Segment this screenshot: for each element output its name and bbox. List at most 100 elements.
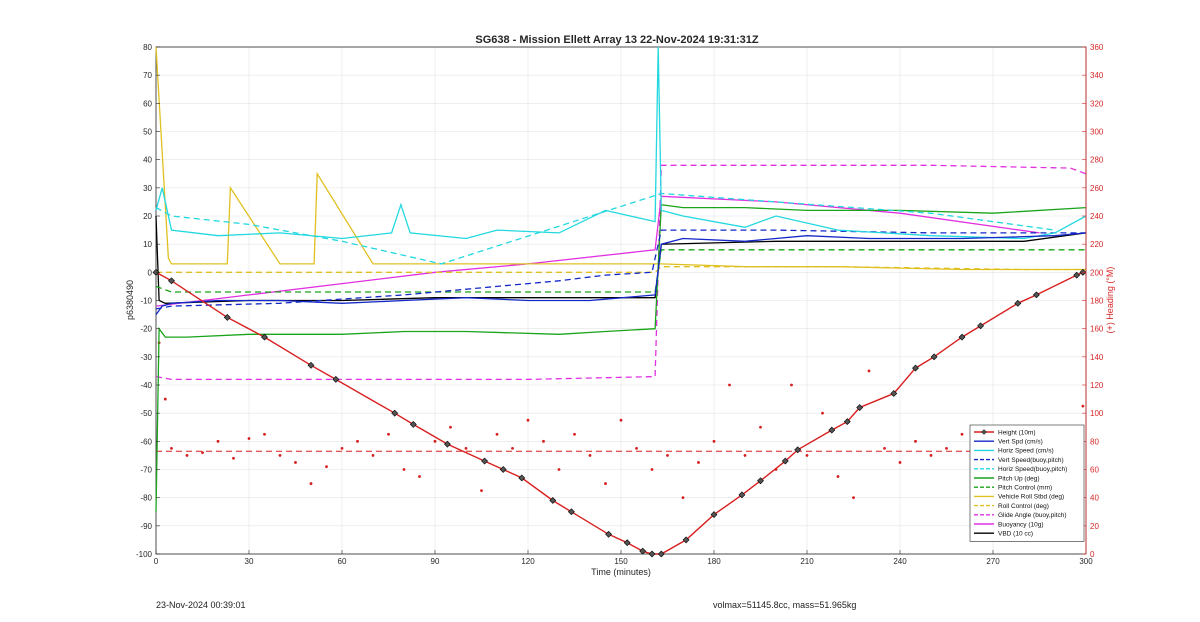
y-tick-label: -90 [140, 522, 152, 531]
legend-label: Buoyancy (10g) [998, 521, 1044, 528]
legend-label: Height (10m) [998, 429, 1036, 436]
x-tick-label: 90 [431, 557, 440, 566]
y2-tick-label: 340 [1090, 71, 1104, 80]
series-horiz-speed-buoy-pitch [155, 192, 1056, 265]
y-tick-label: 80 [143, 43, 152, 52]
heading-point [712, 439, 716, 443]
legend-label: Vert Speed(buoy,pitch) [998, 457, 1064, 464]
heading-point [247, 437, 251, 440]
heading-point [402, 468, 406, 471]
heading-point [263, 432, 266, 436]
height-marker [781, 457, 789, 465]
height-marker [391, 409, 399, 417]
series-pitch-up-deg [155, 203, 1087, 512]
y-tick-label: -70 [140, 466, 152, 475]
heading-point [278, 454, 282, 457]
height-marker [332, 375, 340, 383]
y2-tick-label: 280 [1090, 156, 1104, 165]
height-marker [605, 530, 613, 538]
height-marker [499, 466, 507, 473]
height-marker [682, 536, 690, 544]
height-marker [567, 508, 575, 516]
heading-point [464, 446, 468, 450]
heading-point [170, 446, 173, 450]
x-tick-label: 0 [154, 557, 159, 566]
x-tick-label: 270 [986, 557, 1000, 566]
y2-tick-label: 220 [1090, 240, 1104, 249]
heading-point [635, 446, 638, 450]
x-tick-label: 180 [707, 557, 721, 566]
footer-date: 23-Nov-2024 00:39:01 [156, 600, 246, 610]
y2-tick-label: 360 [1090, 43, 1104, 52]
y-tick-label: -20 [140, 325, 152, 334]
series-vehicle-roll-stbd-deg [155, 46, 1086, 271]
y-tick-label: -80 [140, 494, 152, 503]
height-marker [648, 550, 656, 558]
heading-point [325, 465, 328, 469]
heading-point [356, 439, 359, 443]
x-tick-label: 30 [245, 557, 254, 566]
heading-point [294, 461, 297, 464]
heading-point [867, 369, 871, 373]
y2-tick-label: 300 [1090, 128, 1104, 137]
y-tick-label: 20 [143, 212, 152, 221]
heading-point [573, 432, 576, 436]
legend-label: Pitch Up (deg) [998, 475, 1040, 482]
heading-point [216, 439, 220, 443]
y2-tick-label: 40 [1090, 494, 1099, 503]
height-marker [623, 539, 631, 547]
legend-label: Glide Angle (buoy,pitch) [998, 512, 1067, 519]
x-axis-label: Time (minutes) [591, 567, 651, 577]
y-tick-label: 40 [143, 156, 152, 165]
x-tick-label: 60 [338, 557, 347, 566]
heading-point [511, 446, 514, 450]
y2-tick-label: 320 [1090, 99, 1104, 108]
heading-point [759, 425, 762, 429]
legend-label: Horiz Speed(buoy,pitch) [998, 466, 1067, 473]
y2-tick-label: 180 [1090, 297, 1104, 306]
y-axis-label: p6380490 [125, 280, 135, 320]
series-vert-speed-buoy-pitch [155, 229, 1086, 310]
axis-ticks: 0 30 60 90 120 150 180 210 240 270 300-100-90-80-7… [136, 43, 1104, 566]
legend-label: Pitch Control (mm) [998, 485, 1052, 492]
x-tick-label: 150 [614, 557, 628, 566]
height-marker [1032, 291, 1040, 299]
height-marker [549, 497, 557, 504]
heading-point [433, 439, 437, 443]
height-marker [856, 404, 864, 411]
heading-point [495, 432, 499, 436]
height-marker [1014, 299, 1022, 307]
series-horiz-speed-cm-s [155, 46, 1087, 240]
chart-title: SG638 - Mission Ellett Array 13 22-Nov-2… [475, 34, 759, 46]
height-marker [828, 426, 836, 434]
y-tick-label: 50 [143, 128, 152, 137]
height-marker [930, 353, 938, 361]
heading-point [914, 439, 917, 443]
heading-point [728, 383, 731, 387]
y2-tick-label: 160 [1090, 325, 1104, 334]
heading-point [309, 482, 313, 485]
y-tick-label: -40 [140, 381, 152, 390]
heading-point [340, 446, 344, 450]
heading-point [929, 454, 933, 457]
series-vert-spd-cm-s [155, 232, 1087, 315]
x-tick-label: 120 [521, 557, 535, 566]
heading-point [480, 489, 483, 493]
heading-point [418, 475, 421, 478]
heading-point [449, 425, 452, 429]
height-marker [409, 421, 417, 428]
heading-point [945, 446, 948, 450]
y-tick-label: -50 [140, 409, 152, 418]
height-marker [443, 440, 451, 448]
height-marker [657, 550, 665, 558]
height-marker [307, 361, 315, 369]
legend-label: VBD (10 cc) [998, 531, 1033, 538]
height-marker [481, 457, 489, 465]
legend-marker [981, 429, 987, 435]
heading-point [681, 496, 685, 500]
y2-tick-label: 100 [1090, 409, 1104, 418]
height-marker [912, 364, 919, 372]
legend-label: Horiz Speed (cm/s) [998, 448, 1054, 455]
y2-tick-label: 0 [1090, 550, 1095, 559]
y-tick-label: 60 [143, 99, 152, 108]
